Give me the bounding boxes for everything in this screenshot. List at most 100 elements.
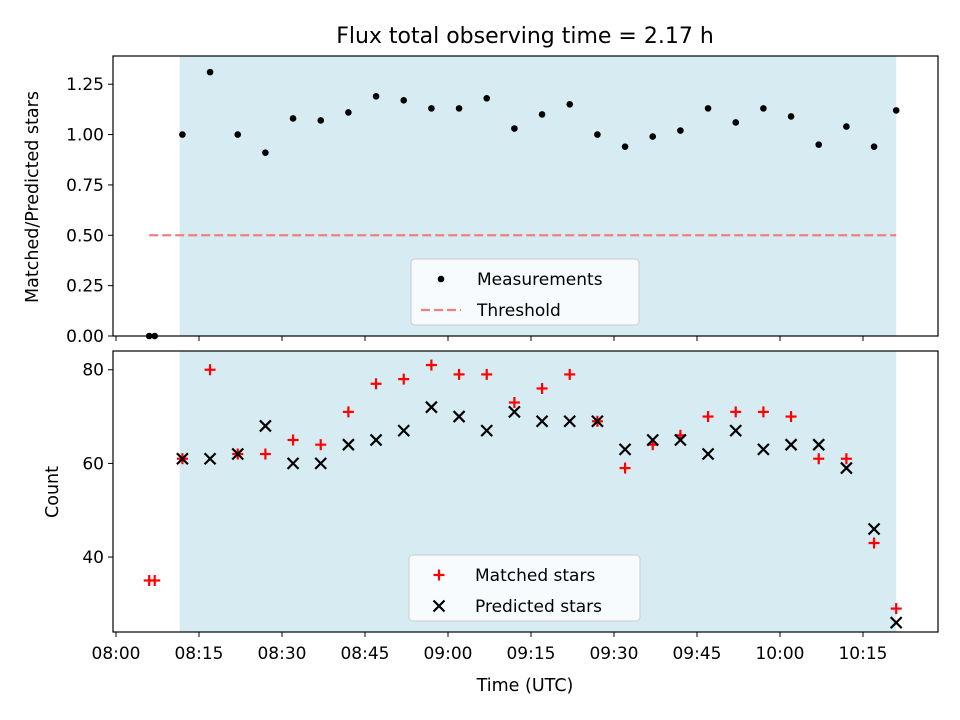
matched-star-point	[564, 368, 576, 380]
predicted-star-point	[757, 443, 770, 456]
legend-marker-matched	[433, 569, 445, 581]
y-tick-label: 1.25	[66, 75, 104, 95]
matched-star-point	[425, 359, 437, 371]
y-tick-label: 1.00	[66, 126, 104, 146]
predicted-star-point	[314, 457, 328, 470]
predicted-star-point	[784, 438, 798, 451]
legend-label: Measurements	[477, 270, 603, 290]
measurement-point	[704, 105, 712, 112]
matched-star-point	[481, 368, 493, 380]
measurement-point	[400, 97, 408, 104]
predicted-star-point	[203, 452, 217, 465]
x-tick-label: 09:15	[506, 644, 555, 664]
measurement-point	[538, 111, 546, 118]
measurement-point	[317, 117, 325, 124]
predicted-star-point	[369, 433, 383, 447]
matched-star-point	[453, 368, 465, 380]
predicted-star-point	[452, 410, 466, 423]
y-tick-label: 40	[82, 548, 104, 568]
measurement-point	[262, 149, 269, 156]
measurement-point	[455, 105, 463, 112]
measurement-point	[787, 113, 795, 120]
x-axis-label: Time (UTC)	[476, 676, 574, 696]
matched-star-point	[619, 462, 631, 474]
matched-star-point	[204, 364, 216, 376]
matched-star-point	[785, 411, 797, 423]
predicted-star-point	[889, 616, 903, 629]
top-y-axis-label: Matched/Predicted stars	[23, 91, 43, 303]
matched-star-point	[398, 373, 410, 385]
measurement-point	[760, 105, 767, 112]
measurement-point	[892, 107, 900, 114]
legend-label: Predicted stars	[475, 597, 602, 617]
matched-star-point	[370, 378, 382, 390]
measurement-point	[511, 125, 518, 132]
measurement-point	[345, 109, 352, 116]
matched-star-point	[868, 537, 880, 549]
x-tick-label: 08:30	[257, 644, 306, 664]
legend: Matched stars Predicted stars	[408, 554, 641, 622]
measurement-point	[566, 101, 574, 108]
predicted-star-point	[231, 447, 245, 461]
y-tick-label: 0.00	[66, 327, 104, 347]
y-tick-label: 80	[82, 361, 104, 381]
x-tick-label: 08:00	[92, 644, 141, 664]
predicted-star-point	[701, 447, 715, 461]
y-tick-label: 0.75	[66, 176, 104, 196]
measurement-point	[732, 119, 740, 126]
predicted-star-point	[563, 414, 577, 428]
predicted-star-point	[535, 414, 549, 428]
matched-star-point	[149, 574, 161, 586]
measurement-point	[594, 131, 601, 138]
predicted-star-point	[646, 433, 660, 447]
predicted-star-point	[397, 424, 411, 437]
x-tick-label: 08:15	[174, 644, 223, 664]
predicted-star-point	[425, 400, 438, 414]
matched-star-point	[840, 453, 852, 465]
measurement-point	[428, 105, 435, 112]
predicted-star-point	[591, 414, 604, 428]
x-tick-label: 10:15	[838, 644, 887, 664]
predicted-star-point	[840, 461, 853, 475]
x-tick-label: 08:45	[340, 644, 389, 664]
matched-star-point	[813, 453, 825, 465]
chart-title: Flux total observing time = 2.17 h	[336, 24, 714, 49]
legend-marker-predicted	[432, 599, 446, 613]
x-tick-label: 09:45	[672, 644, 721, 664]
measurement-point	[870, 143, 878, 150]
predicted-star-point	[286, 457, 300, 470]
predicted-star-point	[674, 433, 687, 447]
axes-frame	[112, 350, 939, 633]
predicted-star-point	[176, 452, 189, 465]
y-tick-label: 60	[82, 454, 104, 474]
matched-star-point	[259, 448, 271, 460]
matched-star-point	[702, 411, 714, 423]
legend-box	[410, 258, 640, 326]
legend: Measurements Threshold	[410, 258, 640, 326]
top-panel: 0.00 0.25 0.50 0.75 1.00 1.25 Measurements Thre…	[66, 55, 939, 347]
measurement-point	[289, 115, 297, 122]
measurement-point	[843, 123, 850, 130]
predicted-star-point	[867, 522, 881, 536]
measurement-point	[677, 127, 684, 134]
legend-box	[408, 554, 641, 622]
measurement-point	[206, 68, 214, 76]
matched-star-point	[287, 434, 299, 446]
matched-star-point	[342, 406, 354, 418]
measurement-point	[621, 143, 629, 150]
x-tick-label: 10:00	[755, 644, 804, 664]
measurement-point	[372, 92, 380, 100]
predicted-star-point	[618, 443, 632, 456]
matched-star-point	[757, 406, 769, 418]
matched-star-point	[730, 406, 742, 418]
measurement-point	[483, 95, 491, 102]
y-tick-label: 0.25	[66, 277, 104, 297]
measurement-point	[649, 133, 657, 140]
matched-star-point	[890, 603, 902, 615]
bottom-panel: 40 60 80 08:00 08:15 08:30 08:45 09:00 09:15 09:3…	[82, 350, 939, 664]
matched-star-point	[536, 382, 548, 394]
measurement-point	[234, 131, 242, 138]
legend-marker-measurements	[437, 275, 445, 283]
predicted-star-point	[812, 438, 826, 451]
